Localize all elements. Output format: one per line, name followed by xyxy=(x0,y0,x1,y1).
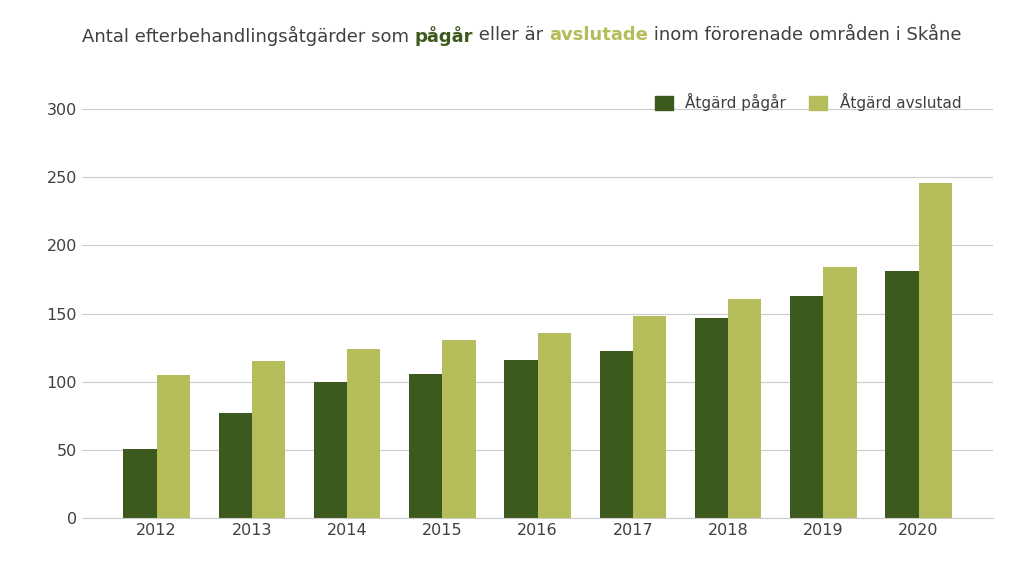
Bar xyxy=(694,318,728,518)
Bar xyxy=(823,267,857,518)
Bar xyxy=(885,271,919,518)
Text: pågår: pågår xyxy=(415,26,473,46)
Bar xyxy=(790,296,823,518)
Bar xyxy=(123,449,157,518)
Bar xyxy=(599,351,633,518)
Bar xyxy=(504,360,538,518)
Bar xyxy=(218,414,252,518)
Bar xyxy=(919,183,952,518)
Bar xyxy=(252,362,286,518)
Text: eller är: eller är xyxy=(473,26,549,44)
Text: Antal efterbehandlingsåtgärder som: Antal efterbehandlingsåtgärder som xyxy=(82,26,415,46)
Legend: Åtgärd pågår, Åtgärd avslutad: Åtgärd pågår, Åtgärd avslutad xyxy=(648,87,968,117)
Bar xyxy=(157,375,190,518)
Bar xyxy=(313,382,347,518)
Bar xyxy=(538,333,571,518)
Bar xyxy=(442,340,476,518)
Text: inom förorenade områden i Skåne: inom förorenade områden i Skåne xyxy=(648,26,962,44)
Bar xyxy=(633,316,667,518)
Bar xyxy=(347,349,381,518)
Text: avslutade: avslutade xyxy=(549,26,648,44)
Bar xyxy=(728,299,762,518)
Bar xyxy=(409,374,442,518)
